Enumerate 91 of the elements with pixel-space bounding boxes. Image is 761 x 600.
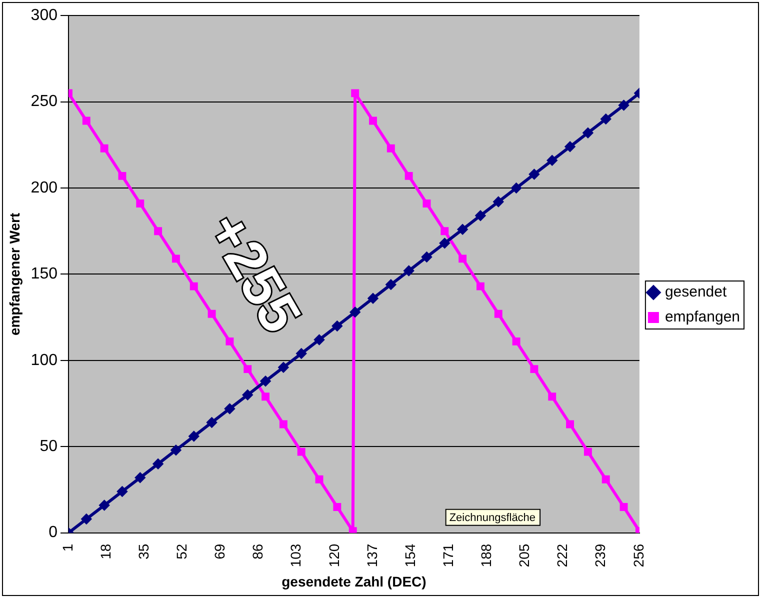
y-tick-label: 50 <box>40 438 58 456</box>
point <box>348 527 357 533</box>
point <box>100 144 108 152</box>
point <box>422 200 431 208</box>
point <box>620 503 628 511</box>
x-axis-title: gesendete Zahl (DEC) <box>282 573 426 590</box>
point <box>333 503 342 511</box>
point <box>188 431 199 442</box>
x-tick-label: 222 <box>554 544 570 568</box>
point <box>458 254 467 263</box>
point <box>315 475 324 484</box>
point <box>440 238 450 248</box>
y-tick-label: 0 <box>48 524 58 542</box>
x-tick-label: 205 <box>516 544 532 568</box>
point <box>566 420 574 428</box>
point <box>136 200 144 208</box>
point <box>224 404 235 414</box>
x-tick-label: 188 <box>478 544 494 568</box>
point <box>458 224 468 234</box>
x-tick-label: 256 <box>630 544 646 568</box>
point <box>118 172 126 180</box>
y-tick-label: 200 <box>30 179 58 196</box>
point <box>565 142 576 152</box>
point <box>297 448 306 456</box>
point <box>404 266 414 276</box>
point <box>529 169 540 180</box>
point <box>494 310 502 318</box>
point <box>350 307 360 318</box>
x-tick-label: 18 <box>97 544 114 560</box>
y-axis-title: empfangener Wert <box>6 212 22 336</box>
point <box>547 155 558 166</box>
point <box>206 417 217 428</box>
point <box>369 116 377 125</box>
point <box>511 183 522 194</box>
point <box>440 227 449 236</box>
x-tick-label: 137 <box>364 544 380 568</box>
point <box>190 282 198 290</box>
point <box>475 210 486 221</box>
y-tick-label: 100 <box>30 352 58 369</box>
x-tick-label: 154 <box>402 544 418 568</box>
y-tick-label: 150 <box>30 266 58 283</box>
point <box>351 89 360 98</box>
x-tick-label: 171 <box>440 544 456 568</box>
point <box>242 390 253 400</box>
point <box>584 448 592 456</box>
point <box>476 282 484 290</box>
point <box>170 445 181 456</box>
point <box>81 514 92 524</box>
point <box>386 280 396 290</box>
point <box>153 458 164 469</box>
point <box>244 365 252 374</box>
point <box>422 252 432 262</box>
point <box>99 500 110 510</box>
point <box>582 128 593 138</box>
point <box>602 475 610 484</box>
point <box>154 227 162 236</box>
point <box>618 100 629 110</box>
x-tick-label: 52 <box>174 544 190 560</box>
point <box>296 348 306 359</box>
point <box>260 376 271 386</box>
point <box>208 310 216 318</box>
annotation: Zeichnungsfläche <box>449 512 536 524</box>
point <box>530 365 538 374</box>
x-tick-label: 239 <box>592 544 608 568</box>
point <box>314 334 324 345</box>
point <box>117 486 128 496</box>
y-tick-label: 250 <box>30 93 58 110</box>
point <box>262 392 270 401</box>
point <box>368 293 378 304</box>
point <box>82 116 90 125</box>
point <box>512 337 520 346</box>
point <box>404 172 413 180</box>
point <box>279 420 288 428</box>
x-tick-label: 1 <box>59 544 76 552</box>
y-tick-label: 300 <box>30 7 58 24</box>
legend-label: empfangen <box>664 308 740 326</box>
point <box>278 362 288 372</box>
point <box>135 472 146 483</box>
point <box>600 114 611 124</box>
x-tick-label: 69 <box>212 544 228 560</box>
point <box>548 392 556 401</box>
x-tick-label: 86 <box>250 544 266 560</box>
point <box>172 254 180 263</box>
x-tick-label: 103 <box>288 544 304 568</box>
point <box>332 320 342 331</box>
point <box>386 144 395 152</box>
x-tick-label: 120 <box>326 544 342 568</box>
x-tick-label: 35 <box>135 544 152 560</box>
point <box>226 337 234 346</box>
point <box>493 196 504 207</box>
legend-label: gesendet <box>664 284 728 301</box>
